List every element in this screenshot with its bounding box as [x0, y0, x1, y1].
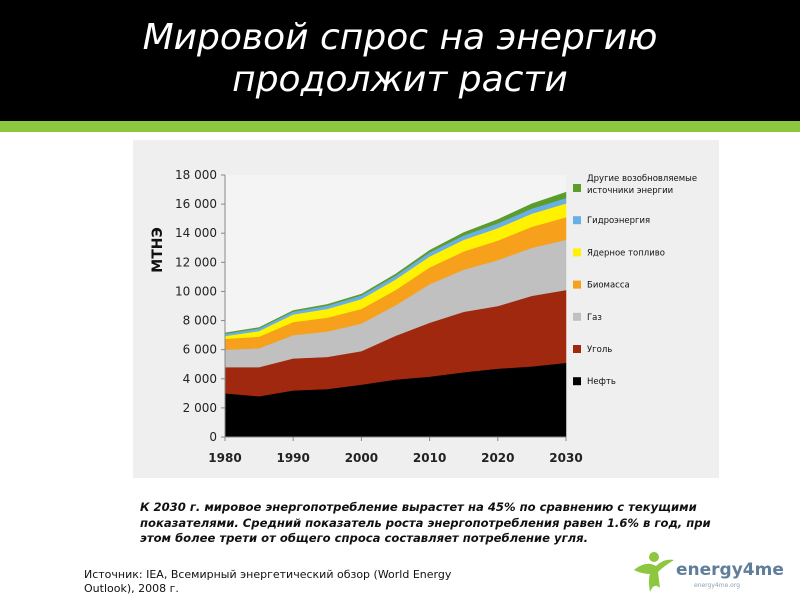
legend-label-line2: источники энергии — [587, 186, 673, 196]
legend-label: Биомасса — [587, 281, 630, 291]
y-tick-label: 4 000 — [183, 372, 217, 386]
x-tick-label: 1990 — [276, 451, 309, 465]
x-tick-label: 2010 — [413, 451, 446, 465]
axes-group: 0 2 000 4 000 6 000 8 000 10 000 12 000 14 000 1… — [150, 168, 583, 465]
legend-swatch — [573, 345, 581, 353]
slide-title-line2: продолжит расти — [232, 59, 568, 100]
x-tick-label: 1980 — [208, 451, 241, 465]
area-series-group — [224, 175, 567, 438]
legend-swatch — [573, 312, 581, 321]
y-tick-label: 2 000 — [183, 401, 217, 415]
caption-text: К 2030 г. мировое энергопотребление выра… — [140, 500, 711, 545]
logo-wordmark: energy4me — [676, 560, 784, 580]
legend-swatch — [573, 216, 581, 225]
x-tick-label: 2020 — [481, 451, 514, 465]
y-tick-label: 12 000 — [175, 255, 217, 269]
legend-swatch — [573, 280, 581, 289]
slide-title-line1: Мировой спрос на энергию — [142, 17, 658, 58]
energy4me-logo: energy4me energy4me.org — [630, 548, 790, 596]
legend-label: Ядерное топливо — [587, 248, 665, 258]
legend-label: Гидроэнергия — [587, 216, 650, 226]
logo-url: energy4me.org — [694, 582, 741, 589]
chart-panel: 0 2 000 4 000 6 000 8 000 10 000 12 000 14 000 1… — [133, 140, 719, 478]
legend-swatch — [573, 184, 581, 192]
legend: Другие возобновляемые источники энергии Ги… — [573, 174, 697, 387]
y-axis-unit-label: МТНЭ — [150, 227, 166, 272]
figure-logo-icon — [634, 552, 674, 592]
legend-swatch — [573, 248, 581, 257]
y-tick-label: 0 — [209, 430, 217, 444]
x-tick-label: 2000 — [345, 451, 378, 465]
energy-demand-chart: 0 2 000 4 000 6 000 8 000 10 000 12 000 14 000 1… — [150, 168, 697, 465]
area-series-6 — [224, 191, 567, 334]
accent-divider — [0, 121, 800, 132]
source-note: Источник: IEA, Всемирный энергетический … — [84, 568, 452, 595]
legend-label: Нефть — [587, 377, 616, 387]
y-tick-label: 16 000 — [175, 197, 217, 211]
legend-label: Газ — [587, 313, 602, 323]
y-tick-label: 6 000 — [183, 343, 217, 357]
y-tick-label: 18 000 — [175, 168, 217, 182]
y-tick-label: 10 000 — [175, 284, 217, 298]
legend-label: Уголь — [587, 345, 612, 355]
x-tick-label: 2030 — [549, 451, 582, 465]
legend-swatch — [573, 377, 581, 386]
y-tick-label: 8 000 — [183, 314, 217, 328]
slide-header — [0, 0, 800, 121]
legend-label: Другие возобновляемые — [587, 174, 697, 184]
y-tick-label: 14 000 — [175, 226, 217, 240]
